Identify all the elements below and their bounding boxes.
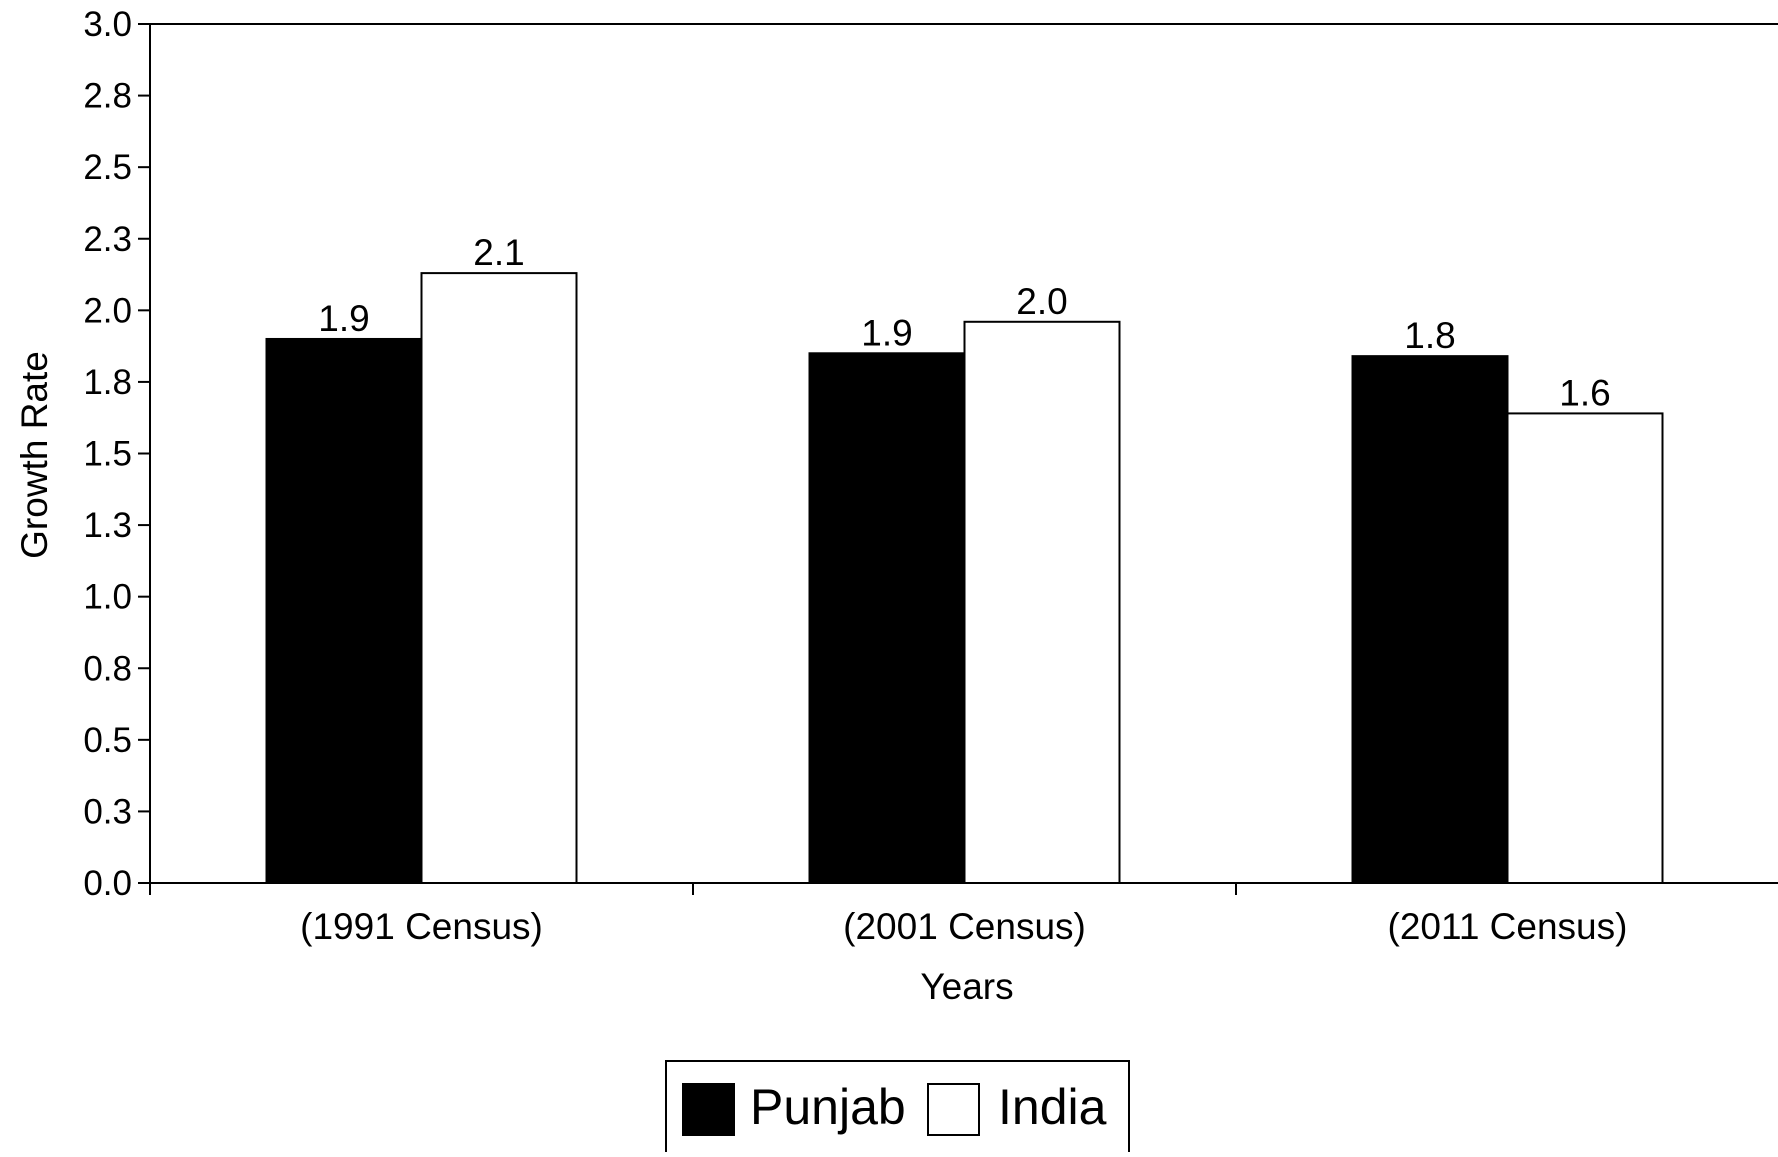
y-tick-label: 3.0: [83, 5, 132, 44]
x-tick-label: (2011 Census): [1388, 906, 1628, 947]
y-tick-label: 2.3: [83, 220, 132, 259]
bar-punjab-1: [265, 337, 423, 884]
legend-label-punjab: Punjab: [750, 1079, 906, 1135]
bar-india-3: [1506, 412, 1664, 884]
y-tick-label: 2.8: [83, 77, 132, 116]
y-tick-label: 0.5: [83, 721, 132, 760]
y-tick-label: 2.0: [83, 291, 132, 330]
y-tick-label: 1.0: [83, 578, 132, 617]
y-tick-label: 1.8: [83, 363, 132, 402]
y-tick-label: 0.3: [83, 792, 132, 831]
bar-india-1: [420, 272, 578, 884]
legend-swatch-india: [927, 1083, 980, 1136]
bar-punjab-2: [808, 352, 966, 884]
bar-india-2: [963, 320, 1121, 884]
axes-group: (1991 Census) (2001 Census) (2011 Census) 0…: [83, 5, 1778, 947]
data-label-punjab-2: 1.9: [861, 312, 912, 353]
legend-swatch-punjab: [682, 1083, 735, 1136]
x-tick-label: (1991 Census): [300, 906, 543, 947]
y-tick-label: 1.5: [83, 435, 132, 474]
data-label-india-1: 2.1: [473, 232, 524, 273]
y-tick-label: 0.8: [83, 649, 132, 688]
data-label-punjab-3: 1.8: [1404, 315, 1455, 356]
x-tick-label: (2001 Census): [843, 906, 1086, 947]
data-labels-group: 1.9 2.1 1.9 2.0 1.8 1.6: [318, 232, 1610, 413]
y-tick-label: 2.5: [83, 148, 132, 187]
legend: Punjab India: [665, 1060, 1130, 1157]
y-tick-label: 0.0: [83, 864, 132, 903]
y-tick-label: 1.3: [83, 506, 132, 545]
bars-group: [265, 272, 1664, 884]
data-label-punjab-1: 1.9: [318, 298, 369, 339]
x-axis-title: Years: [920, 966, 1013, 1007]
bar-punjab-3: [1351, 355, 1509, 884]
legend-label-india: India: [998, 1079, 1107, 1135]
data-label-india-3: 1.6: [1559, 372, 1610, 413]
y-axis-title: Growth Rate: [14, 351, 55, 559]
data-label-india-2: 2.0: [1016, 281, 1067, 322]
legend-box: [665, 1060, 1130, 1157]
